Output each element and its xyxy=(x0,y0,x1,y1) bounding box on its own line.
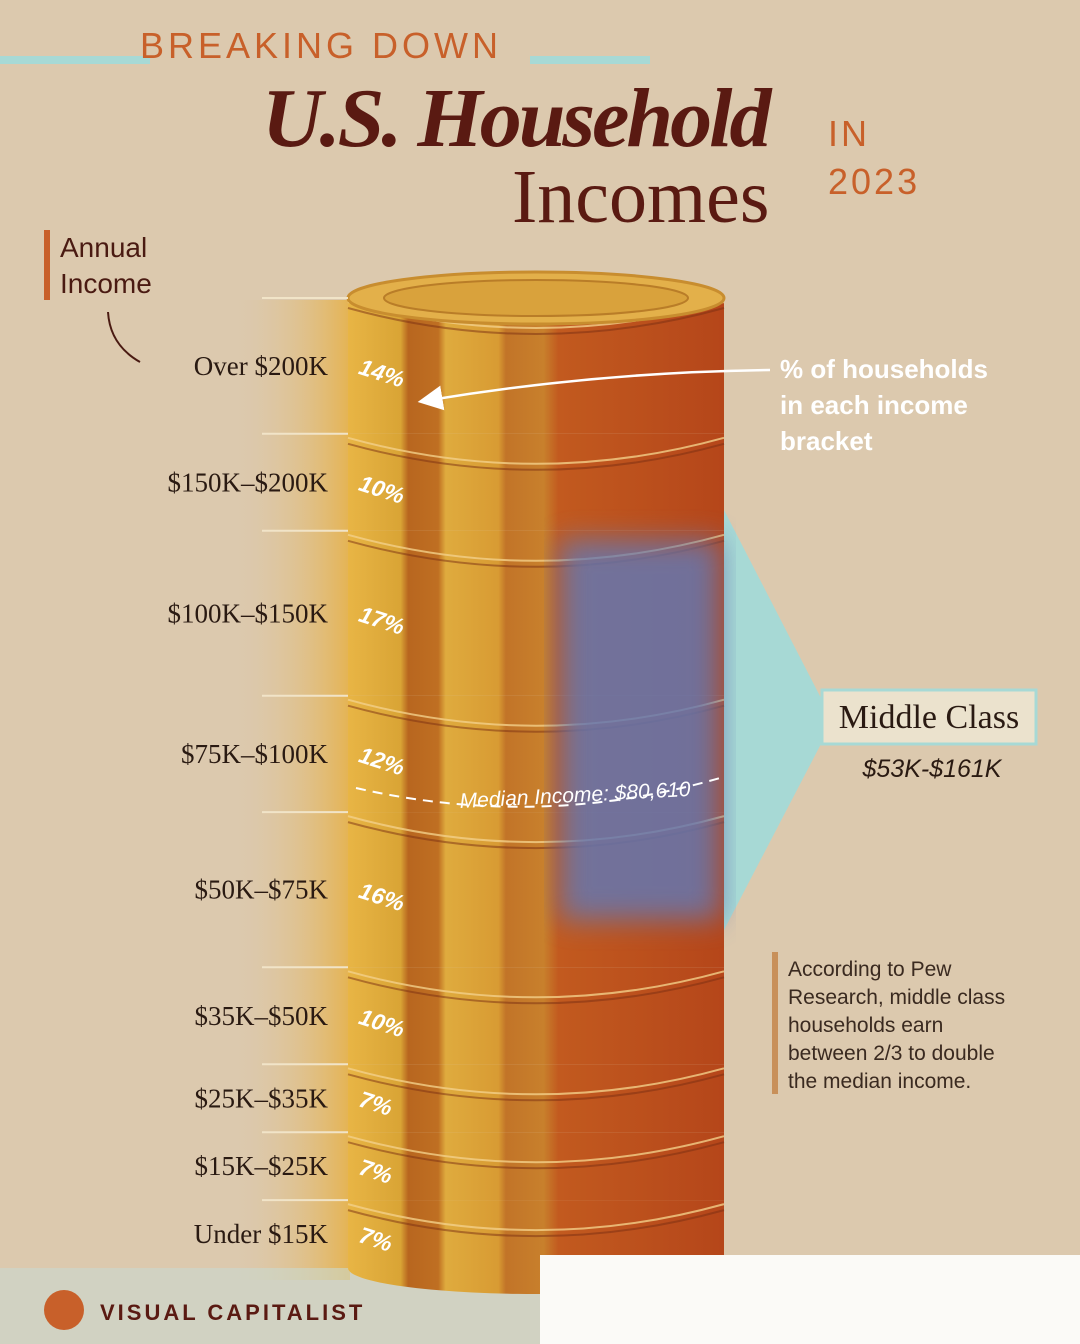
title: Incomes xyxy=(512,155,769,239)
category-label: $100K–$150K xyxy=(168,598,329,628)
category-label: Over $200K xyxy=(194,351,329,381)
coin-rim xyxy=(347,1203,725,1232)
category-label: $25K–$35K xyxy=(195,1083,329,1113)
category-label: $15K–$25K xyxy=(195,1151,329,1181)
callout: % of households xyxy=(780,354,988,384)
title: U.S. Household xyxy=(262,72,773,165)
coin-rim xyxy=(347,970,725,999)
coin-rim xyxy=(347,1067,725,1096)
coin-rim-shadow xyxy=(347,1209,725,1238)
coin-rim-shadow xyxy=(347,1073,725,1102)
coin-rim-shadow xyxy=(347,307,725,335)
middle-class-band xyxy=(560,540,720,920)
coin-cap-inner xyxy=(383,279,689,317)
in-label: IN xyxy=(828,113,870,154)
brand-logo xyxy=(44,1290,84,1330)
coin-rim-shadow xyxy=(347,1141,725,1170)
middle-class-wedge xyxy=(724,510,822,930)
callout: in each income xyxy=(780,390,968,420)
brand: VISUAL CAPITALIST xyxy=(100,1300,365,1325)
note-line: between 2/3 to double xyxy=(788,1042,995,1065)
coin-rim xyxy=(347,1135,725,1164)
note-line: the median income. xyxy=(788,1070,971,1093)
callout-arrow xyxy=(417,368,771,411)
category-label: Under $15K xyxy=(194,1219,329,1249)
category-label: $75K–$100K xyxy=(181,739,328,769)
category-label: $50K–$75K xyxy=(195,875,329,905)
coin-rim-shadow xyxy=(347,442,725,471)
coin-segment xyxy=(348,1132,724,1201)
middle-class-range: $53K-$161K xyxy=(861,755,1002,783)
coin-stack xyxy=(346,270,726,1294)
arrow xyxy=(107,311,141,363)
note-line: According to Pew xyxy=(788,958,952,981)
coin-segment xyxy=(348,967,724,1065)
note-line: households earn xyxy=(788,1014,943,1037)
coin-rim xyxy=(347,436,725,465)
kicker: BREAKING DOWN xyxy=(140,25,502,66)
note: According to Pew Research, middle class ho… xyxy=(788,958,1005,1093)
accent-bar xyxy=(772,952,778,1094)
accent-line xyxy=(0,56,150,64)
category-label: $35K–$50K xyxy=(195,1001,329,1031)
year: 2023 xyxy=(828,161,920,202)
accent-bar xyxy=(44,230,50,300)
coin-segment xyxy=(348,433,724,531)
watermark-area xyxy=(540,1255,1080,1344)
middle-class-box xyxy=(820,688,1038,746)
accent-line xyxy=(530,56,650,64)
note-line: Research, middle class xyxy=(788,986,1005,1009)
coin-rim-shadow xyxy=(347,976,725,1005)
middle-class-label: Middle Class xyxy=(839,699,1019,736)
axis-label: Income xyxy=(60,268,152,299)
callout: bracket xyxy=(780,426,873,456)
axis-label: Annual xyxy=(60,232,147,263)
label-fade xyxy=(230,300,350,1280)
coin-segment xyxy=(348,1064,724,1133)
category-label: $150K–$200K xyxy=(168,467,329,497)
